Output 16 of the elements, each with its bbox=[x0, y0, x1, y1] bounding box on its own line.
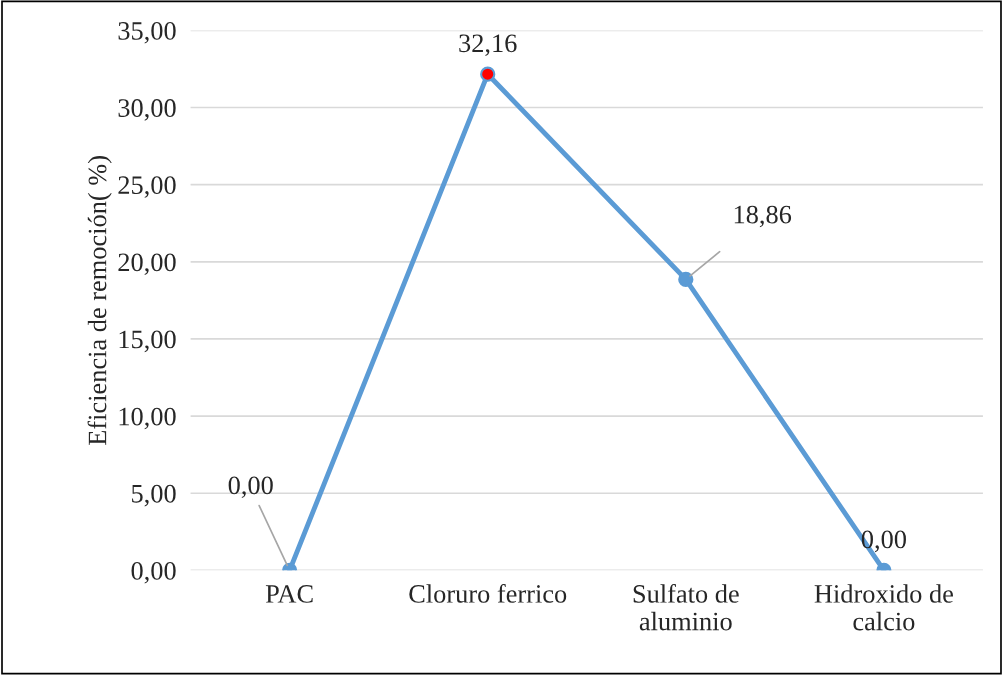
y-tick-label: 0,00 bbox=[131, 561, 176, 584]
y-tick-label: 15,00 bbox=[119, 330, 176, 353]
data-label: 32,16 bbox=[459, 34, 517, 56]
x-tick-label: Sulfato de aluminio bbox=[633, 584, 739, 631]
y-tick-label: 10,00 bbox=[119, 407, 176, 430]
y-tick-label: 25,00 bbox=[118, 176, 176, 198]
x-tick-label: Cloruro ferrico bbox=[409, 584, 567, 603]
y-tick-label: 20,00 bbox=[118, 253, 176, 276]
x-tick-label: PAC bbox=[265, 585, 313, 603]
y-axis-title: Eficiencia de remoción( %) bbox=[87, 156, 112, 446]
y-tick-label: 30,00 bbox=[118, 99, 176, 121]
y-tick-label: 35,00 bbox=[118, 21, 176, 44]
data-label: 18,86 bbox=[734, 205, 792, 228]
x-tick-label: Hidroxido de calcio bbox=[814, 584, 953, 631]
data-label: 0,00 bbox=[228, 476, 273, 499]
y-tick-label: 5,00 bbox=[132, 484, 176, 507]
